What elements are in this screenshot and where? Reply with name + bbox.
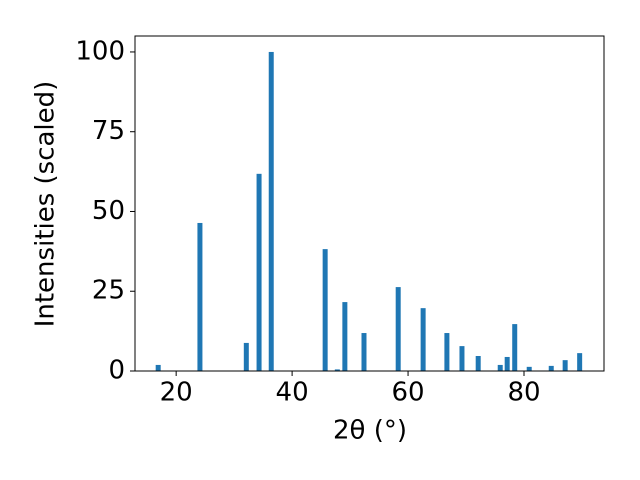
- y-tick-label: 0: [108, 356, 125, 386]
- bar: [577, 353, 583, 371]
- bar: [334, 369, 340, 371]
- bar: [459, 346, 465, 371]
- bar: [504, 356, 510, 371]
- x-tick-label: 60: [392, 378, 425, 408]
- bar: [526, 366, 532, 371]
- x-axis-label: 2θ (°): [333, 416, 407, 446]
- y-tick-label: 75: [92, 116, 125, 146]
- x-tick-label: 40: [276, 378, 309, 408]
- bar: [548, 365, 554, 371]
- bar: [243, 342, 249, 371]
- y-tick-label: 25: [92, 276, 125, 306]
- bar: [268, 51, 274, 371]
- bar: [256, 173, 262, 371]
- bar: [497, 364, 503, 371]
- bar: [395, 287, 401, 371]
- bar: [562, 360, 568, 371]
- bar: [197, 222, 203, 371]
- bar: [155, 364, 161, 371]
- y-tick-label: 100: [75, 36, 125, 66]
- bar: [420, 308, 426, 371]
- bar: [475, 356, 481, 371]
- bar: [444, 333, 450, 371]
- y-tick-label: 50: [92, 196, 125, 226]
- plot-frame: [134, 35, 605, 372]
- x-tick-label: 20: [160, 378, 193, 408]
- bar: [512, 324, 518, 371]
- y-axis-label: Intensities (scaled): [31, 81, 61, 328]
- x-tick-label: 80: [507, 378, 540, 408]
- bar: [342, 302, 348, 371]
- bar: [361, 333, 367, 371]
- bar: [322, 249, 328, 371]
